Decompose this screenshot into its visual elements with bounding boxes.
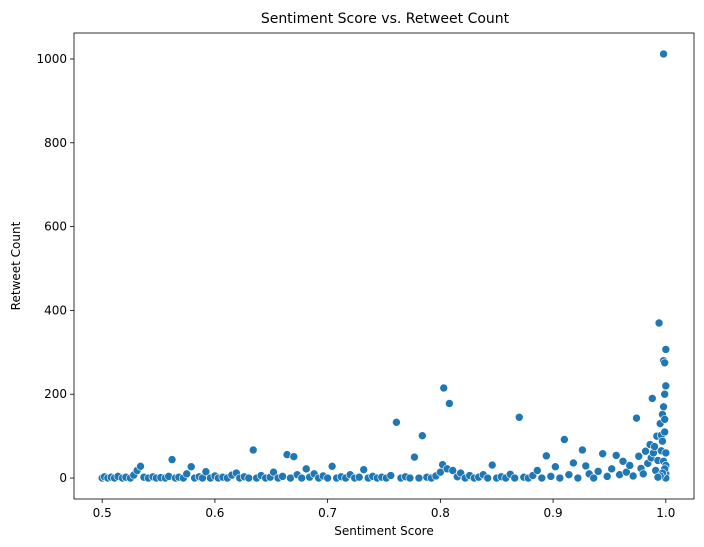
data-point [297,473,307,483]
data-point [542,451,551,461]
data-point [611,451,621,460]
data-point [602,472,612,481]
data-point [555,473,565,483]
data-point [410,452,419,462]
data-point [182,469,192,479]
data-point [546,472,556,481]
data-point [327,462,337,471]
data-point [661,345,671,354]
y-axis: 0 200 400 600 800 1000 [36,52,74,485]
data-point [589,473,598,483]
data-point [660,415,669,424]
data-point [354,472,364,482]
data-point [659,402,668,412]
data-point [632,413,641,423]
y-tick-label: 1000 [36,52,67,66]
data-point [622,467,631,477]
data-point [628,471,638,481]
data-point [638,469,648,479]
data-point [201,467,211,477]
data-point [278,472,287,481]
y-tick-label: 400 [44,303,67,317]
data-point [533,466,542,475]
data-point [386,471,396,480]
data-point [439,383,449,393]
data-point [573,473,583,483]
data-point [448,466,458,475]
data-point [661,381,671,391]
data-point [323,473,332,483]
data-point [661,448,671,458]
y-tick-label: 800 [44,136,67,150]
y-tick-label: 200 [44,387,67,401]
data-point [286,473,295,483]
data-point [569,458,578,468]
data-point [269,467,278,477]
points-layer [97,49,671,483]
data-point [510,473,520,483]
data-point [392,418,401,427]
data-point [405,473,415,483]
chart-title: Sentiment Score vs. Retweet Count [261,11,510,27]
data-point [660,389,669,399]
data-point [537,473,547,483]
data-point [625,461,635,470]
data-point [647,394,657,403]
data-point [248,445,258,455]
data-point [618,456,628,466]
x-tick-label: 0.8 [431,506,450,520]
plot-area [74,33,694,499]
data-point [445,399,454,408]
data-point [301,464,311,474]
data-point [634,451,644,461]
data-point [418,431,427,441]
y-tick-label: 0 [59,471,67,485]
x-axis: 0.5 0.6 0.7 0.8 0.9 1.0 [93,499,675,520]
data-point [551,462,560,472]
data-point [136,462,145,471]
y-axis-label: Retweet Count [9,221,23,310]
x-tick-label: 1.0 [656,506,675,520]
data-point [653,472,663,482]
data-point [659,49,668,59]
data-point [660,358,669,368]
data-point [560,435,569,444]
data-point [487,460,497,470]
data-point [186,462,196,472]
data-point [359,465,369,474]
data-point [414,473,424,483]
data-point [654,318,664,328]
data-point [244,473,254,483]
plot-frame [73,32,695,500]
x-tick-label: 0.6 [205,506,224,520]
data-point [578,445,587,455]
data-point [483,473,493,483]
data-point [598,449,607,459]
data-point [658,436,667,446]
x-axis-label: Sentiment Score [334,524,433,538]
data-point [650,442,659,451]
data-point [593,467,603,476]
data-point [514,412,524,422]
data-point [289,452,299,461]
data-point [167,455,177,464]
y-tick-label: 600 [44,220,67,234]
x-tick-label: 0.9 [544,506,563,520]
data-point [564,470,574,479]
x-tick-label: 0.7 [318,506,337,520]
data-point [607,464,617,474]
data-point [660,427,669,437]
x-tick-label: 0.5 [93,506,112,520]
data-point [581,461,591,471]
